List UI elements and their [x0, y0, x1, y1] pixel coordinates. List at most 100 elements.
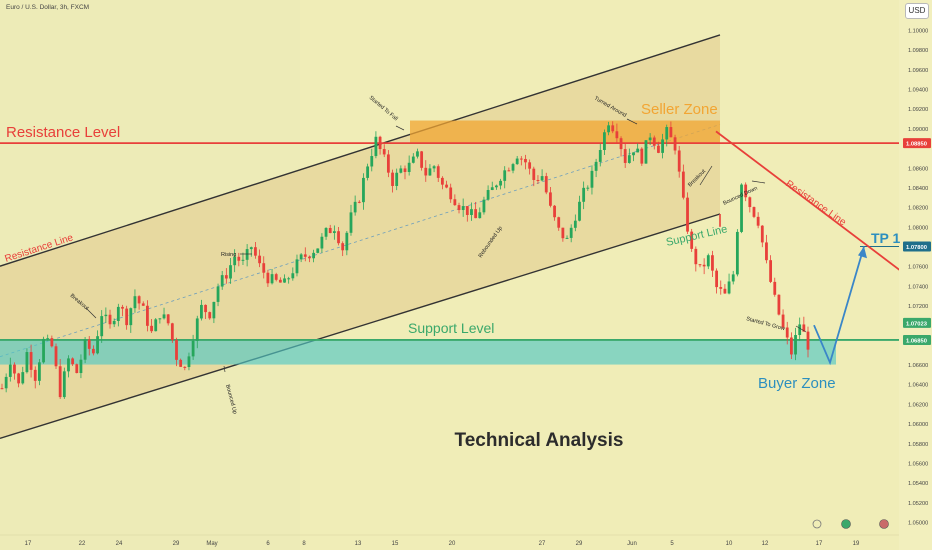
candle	[627, 148, 631, 164]
candle	[71, 357, 75, 366]
candle	[503, 166, 507, 189]
candle	[154, 318, 158, 332]
candle	[690, 228, 694, 252]
channel-lower-line	[0, 213, 721, 440]
candle	[54, 343, 58, 370]
candle	[204, 304, 207, 320]
candle	[619, 136, 623, 157]
candle	[399, 165, 403, 174]
candle	[83, 336, 87, 364]
candle	[665, 124, 669, 147]
candle	[711, 250, 714, 278]
candle	[320, 233, 324, 253]
candle	[162, 307, 166, 320]
candle	[752, 206, 756, 219]
candle	[760, 225, 764, 248]
price-tick-label: 1.05800	[908, 442, 928, 448]
price-axis-background	[899, 0, 932, 550]
candle	[328, 224, 332, 234]
candle	[308, 255, 311, 263]
candle	[362, 173, 365, 210]
candle	[125, 305, 129, 330]
price-label-text: 1.07800	[906, 245, 927, 251]
candle	[453, 194, 457, 206]
candle	[378, 135, 382, 155]
candle	[303, 247, 307, 262]
candle	[262, 256, 266, 279]
candle	[578, 195, 581, 222]
candle	[249, 246, 253, 257]
resistance-level-label: Resistance Level	[6, 124, 120, 141]
candle	[366, 163, 370, 181]
candle	[79, 354, 83, 379]
candle	[187, 352, 191, 371]
candle	[229, 258, 232, 284]
candle	[92, 345, 95, 356]
candle	[623, 143, 627, 168]
candle	[25, 348, 29, 374]
candle	[499, 178, 502, 190]
candle	[582, 181, 586, 210]
candle	[694, 246, 698, 272]
candle	[357, 200, 361, 204]
note-arrow	[699, 165, 713, 186]
candle	[133, 289, 137, 313]
candle	[224, 268, 228, 284]
candle	[461, 198, 465, 217]
candle	[170, 322, 174, 343]
candle	[4, 373, 8, 393]
candle	[777, 294, 781, 316]
candle	[515, 155, 519, 165]
price-label-text: 1.06850	[906, 338, 927, 344]
time-tick-label: Jun	[627, 541, 637, 547]
candle	[212, 301, 216, 324]
time-tick-label: 17	[816, 541, 823, 547]
candle	[349, 204, 353, 236]
candle	[0, 383, 4, 390]
price-tick-label: 1.08000	[908, 225, 928, 231]
candle	[465, 206, 469, 222]
candle	[648, 133, 652, 146]
candle	[798, 317, 802, 341]
seller-zone-label: Seller Zone	[641, 101, 718, 118]
candle	[50, 335, 54, 348]
candle	[29, 344, 33, 378]
candle	[731, 270, 735, 285]
candle	[158, 318, 162, 324]
channel-upper-line	[0, 34, 721, 267]
price-label-badge	[903, 334, 931, 345]
candle	[386, 150, 390, 178]
candle	[353, 195, 357, 216]
candle	[449, 183, 453, 203]
trendlines-layer	[715, 130, 906, 366]
candle	[573, 214, 577, 232]
candle	[495, 184, 498, 190]
candle	[440, 176, 444, 190]
candle	[121, 304, 124, 317]
candle	[474, 201, 478, 219]
time-tick-label: 5	[670, 541, 674, 547]
candle	[486, 185, 490, 201]
candle	[794, 327, 797, 361]
candle	[652, 135, 656, 150]
candle	[166, 313, 170, 326]
candle	[291, 267, 295, 281]
candle	[195, 315, 199, 349]
price-tick-label: 1.09600	[908, 68, 928, 74]
candle	[146, 300, 149, 332]
annotations-layer	[85, 118, 807, 373]
candle	[87, 336, 91, 356]
candle	[607, 121, 610, 136]
time-tick-label: 6	[266, 541, 270, 547]
candle	[233, 249, 237, 273]
buyer-zone	[0, 339, 836, 365]
candle	[96, 330, 99, 355]
candle	[457, 202, 461, 214]
candle	[241, 252, 245, 266]
candle	[37, 359, 41, 386]
candle	[702, 258, 706, 275]
candle	[58, 358, 62, 399]
time-tick-label: 22	[79, 541, 86, 547]
currency-badge[interactable]: USD	[905, 3, 929, 19]
candle	[773, 277, 777, 297]
